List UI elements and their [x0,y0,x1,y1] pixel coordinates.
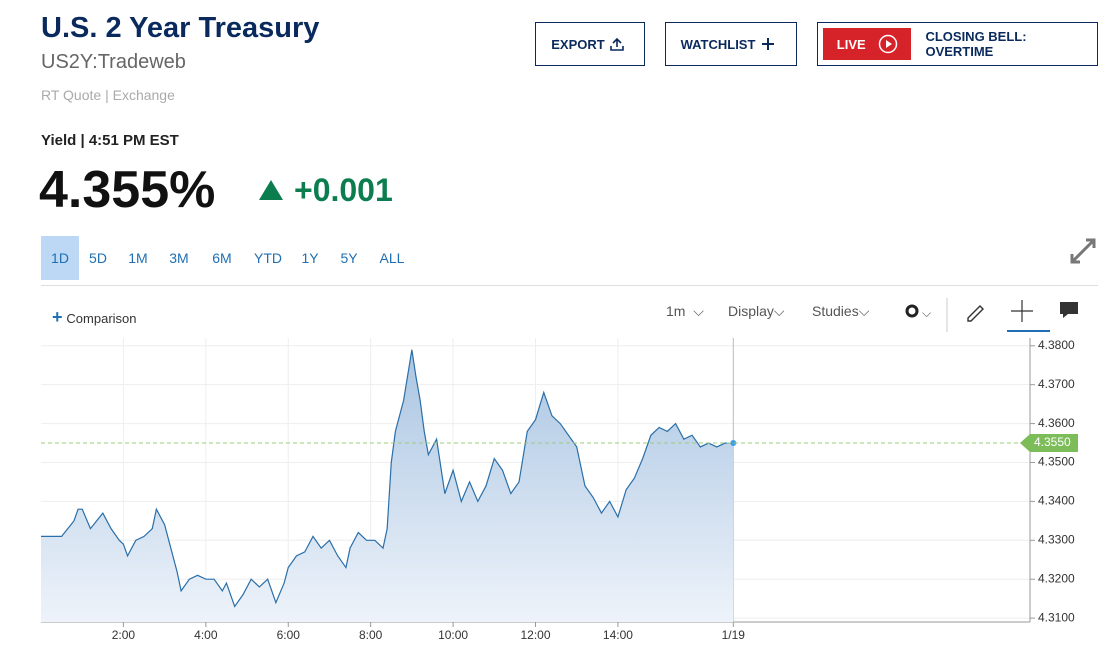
x-tick-label: 2:00 [112,628,136,642]
interval-label: 1m [666,303,686,319]
quote-time: Yield | 4:51 PM EST [41,132,179,149]
last-point [730,440,737,447]
range-tab[interactable]: ALL [379,250,405,266]
x-tick-label: 14:00 [603,628,633,642]
expand-icon[interactable] [1068,236,1098,266]
comparison[interactable]: + Comparison [52,307,137,327]
divider [41,285,1098,286]
range-tab[interactable]: 5D [89,250,107,266]
x-tick-label: 6:00 [277,628,301,642]
range-tab[interactable]: 1Y [301,250,319,266]
y-tick-label: 4.3600 [1038,416,1075,430]
y-tick-label: 4.3400 [1038,494,1075,508]
live-button[interactable]: LIVE CLOSING BELL: OVERTIME [817,22,1098,66]
x-tick-label: 1/19 [722,628,746,642]
line [41,349,734,608]
chart: 4.3100 4.3200 4.3300 4.3400 4.3500 4.3600 4.37… [41,338,1078,642]
y-tick-label: 4.3100 [1038,610,1075,624]
reference-badge [1020,434,1078,453]
live-label: LIVE [836,36,866,52]
live-badge: LIVE [823,28,912,60]
export-button[interactable]: EXPORT [535,22,645,66]
range-tab[interactable]: 1M [128,250,148,266]
change: +0.001 [294,172,393,208]
x-tick-label: 4:00 [194,628,218,642]
x-tick-label: 10:00 [438,628,468,642]
studies[interactable]: Studies⌵ [812,303,870,319]
studies-label: Studies [812,303,859,319]
title: U.S. 2 Year Treasury [41,12,320,44]
x-tick-label: 8:00 [359,628,383,642]
range-tab[interactable]: 5Y [340,250,358,266]
up-arrow [259,180,283,200]
svg-text:⌵: ⌵ [922,306,931,320]
watchlist-button[interactable]: WATCHLIST [665,22,797,66]
y-tick-label: 4.3500 [1038,455,1075,469]
symbol: US2Y:Tradeweb [41,51,186,73]
price: 4.355% [39,161,216,219]
plus-icon [762,38,775,50]
play-icon [878,34,897,54]
reference-label: 4.3550 [1034,435,1071,449]
quote-source: RT Quote | Exchange [41,87,175,103]
x-tick-label: 12:00 [520,628,550,642]
y-tick-label: 4.3700 [1038,377,1075,391]
export-icon [609,37,624,51]
comparison-label: Comparison [66,311,137,326]
watchlist-label: WATCHLIST [680,36,756,52]
range-tab[interactable]: 3M [169,250,189,266]
interval[interactable]: 1m ⌵ [666,303,704,319]
range-tab[interactable]: 1D [41,236,79,280]
range-tab[interactable]: 6M [212,250,232,266]
export-label: EXPORT [551,36,605,52]
y-tick-label: 4.3800 [1038,338,1075,352]
y-tick-label: 4.3300 [1038,532,1075,546]
display[interactable]: Display⌵ [728,303,785,319]
area [41,349,734,622]
display-label: Display [728,303,774,319]
live-show: CLOSING BELL: OVERTIME [925,29,1027,59]
y-tick-label: 4.3200 [1038,571,1075,585]
range-tab[interactable]: YTD [254,250,282,266]
tool-icons: ⌵ [905,298,1078,332]
